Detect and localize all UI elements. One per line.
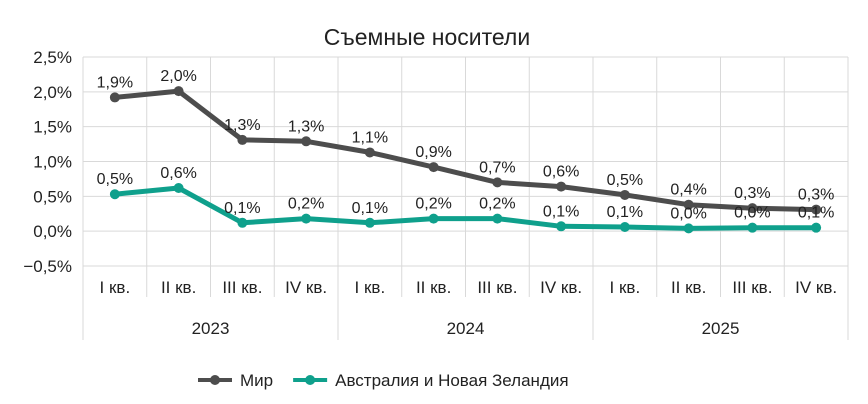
data-label: 0,3%	[734, 185, 770, 202]
data-point	[556, 181, 567, 192]
data-label: 0,4%	[670, 182, 706, 199]
data-label: 0,9%	[415, 144, 451, 161]
data-point	[237, 134, 248, 145]
data-label: 0,7%	[479, 159, 515, 176]
x-tick-label: I кв.	[355, 278, 386, 297]
legend-label: Австралия и Новая Зеландия	[335, 371, 568, 390]
y-tick-label: 2,5%	[33, 48, 72, 67]
data-label: 0,1%	[607, 204, 643, 221]
data-point	[683, 223, 694, 234]
y-tick-label: 1,5%	[33, 118, 72, 137]
x-tick-label: II кв.	[671, 278, 706, 297]
data-point	[237, 217, 248, 228]
y-tick-label: 1,0%	[33, 153, 72, 172]
data-label: 0,1%	[543, 203, 579, 220]
series-line-1	[112, 185, 819, 231]
x-group-label: 2023	[192, 319, 230, 338]
data-point	[811, 222, 822, 233]
x-axis: I кв. II кв. III кв. IV кв. I кв. II кв. III к…	[82, 266, 849, 340]
legend-swatch-marker	[210, 375, 220, 385]
data-point	[747, 222, 758, 233]
x-tick-label: II кв.	[416, 278, 451, 297]
data-label: 0,1%	[798, 205, 834, 222]
x-tick-label: I кв.	[610, 278, 641, 297]
data-point	[109, 189, 120, 200]
series-line-0	[112, 88, 819, 213]
data-label: 0,0%	[670, 205, 706, 222]
data-label: 1,3%	[288, 118, 324, 135]
data-point	[364, 217, 375, 228]
x-tick-label: IV кв.	[285, 278, 327, 297]
x-tick-label: III кв.	[477, 278, 517, 297]
data-label: 1,9%	[97, 74, 133, 91]
data-label: 0,2%	[415, 196, 451, 213]
data-point	[301, 213, 312, 224]
series-points	[109, 86, 822, 234]
y-tick-label: 2,0%	[33, 83, 72, 102]
data-point	[173, 182, 184, 193]
data-label: 0,6%	[543, 164, 579, 181]
data-point	[619, 221, 630, 232]
data-label: 0,2%	[288, 196, 324, 213]
data-point	[364, 147, 375, 158]
y-axis-ticks: −0,5% 0,0% 0,5% 1,0% 1,5% 2,0% 2,5%	[23, 48, 72, 276]
data-label: 1,3%	[224, 117, 260, 134]
data-label: 0,3%	[798, 187, 834, 204]
data-point	[811, 204, 822, 215]
grid	[82, 56, 849, 267]
chart-title: Съемные носители	[324, 24, 530, 50]
data-point	[109, 92, 120, 103]
data-label: 0,1%	[224, 200, 260, 217]
data-point	[619, 189, 630, 200]
x-tick-label: I кв.	[100, 278, 131, 297]
data-label: 0,5%	[607, 172, 643, 189]
data-point	[301, 136, 312, 147]
data-point	[556, 221, 567, 232]
data-point	[492, 177, 503, 188]
data-label: 0,0%	[734, 205, 770, 222]
data-point	[683, 199, 694, 210]
data-point	[492, 213, 503, 224]
data-label: 0,1%	[352, 200, 388, 217]
data-label: 0,5%	[97, 171, 133, 188]
x-tick-label: IV кв.	[795, 278, 837, 297]
data-label: 1,1%	[352, 129, 388, 146]
y-tick-label: −0,5%	[23, 257, 72, 276]
x-group-label: 2024	[447, 319, 485, 338]
data-point	[428, 213, 439, 224]
data-point	[428, 162, 439, 173]
data-label: 0,2%	[479, 196, 515, 213]
legend: Мир Австралия и Новая Зеландия	[198, 371, 569, 390]
legend-swatch-marker	[305, 375, 316, 385]
data-point	[747, 203, 758, 214]
series-lines	[112, 88, 819, 231]
x-tick-label: III кв.	[732, 278, 772, 297]
x-tick-label: IV кв.	[540, 278, 582, 297]
x-group-label: 2025	[702, 319, 740, 338]
x-tick-label: III кв.	[222, 278, 262, 297]
data-label: 2,0%	[160, 68, 196, 85]
legend-label: Мир	[240, 371, 273, 390]
data-labels: 1,9% 2,0% 1,3% 1,3% 1,1% 0,9% 0,7% 0,6% 0,5% 0,4%…	[97, 68, 835, 222]
y-tick-label: 0,5%	[33, 187, 72, 206]
data-point	[173, 86, 184, 97]
data-label: 0,6%	[160, 165, 196, 182]
y-tick-label: 0,0%	[33, 222, 72, 241]
x-tick-label: II кв.	[161, 278, 196, 297]
